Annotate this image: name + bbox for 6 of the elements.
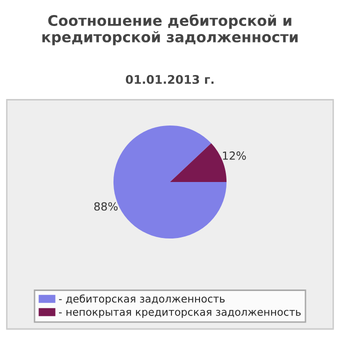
legend-label: - дебиторская задолженность	[58, 294, 225, 305]
data-label: 88%	[94, 202, 118, 211]
chart-title: Соотношение дебиторской и кредиторской задолженности	[42, 14, 298, 46]
chart-subtitle: 01.01.2013 г.	[126, 74, 214, 84]
legend-label: - непокрытая кредиторская задолженность	[58, 310, 301, 318]
data-label: 12%	[223, 151, 246, 160]
